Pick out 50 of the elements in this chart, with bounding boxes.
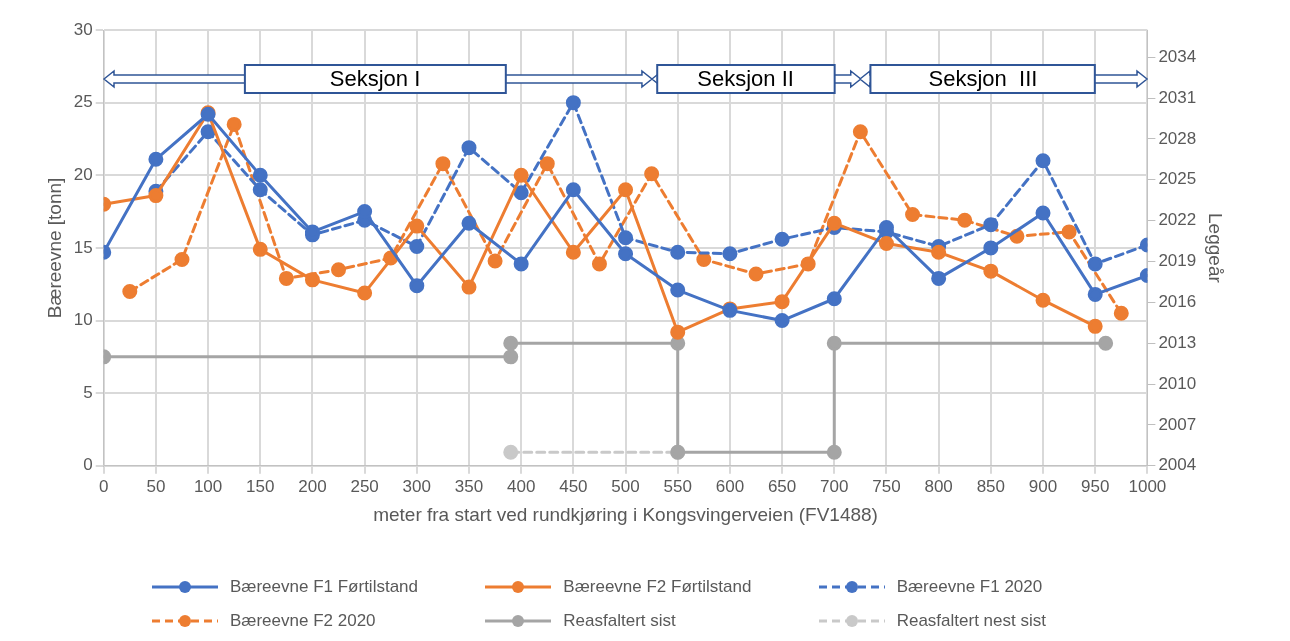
y2-tick-label: 2016: [1158, 292, 1197, 312]
x-tick-label: 0: [98, 476, 109, 496]
x-tick-label: 750: [872, 476, 901, 496]
x-tick-label: 150: [246, 476, 275, 496]
x-tick-label: 450: [559, 476, 588, 496]
annotation: Seksjon I: [244, 64, 506, 95]
x-tick-label: 950: [1081, 476, 1110, 496]
x-tick-label: 1000: [1128, 476, 1167, 496]
x-tick-label: 500: [611, 476, 640, 496]
x-tick-label: 850: [976, 476, 1006, 496]
y2-tick-label: 2025: [1158, 169, 1197, 189]
x-tick-label: 650: [767, 476, 797, 496]
y-tick-label: 10: [73, 310, 93, 330]
legend-label: Bæreevne F2 Førtilstand: [563, 577, 752, 597]
x-tick-label: 900: [1028, 476, 1058, 496]
x-tick-label: 350: [454, 476, 484, 496]
legend-label: Bæreevne F1 Førtilstand: [230, 577, 419, 597]
annotation: Seksjon III: [870, 64, 1096, 95]
x-tick-label: 700: [820, 476, 849, 496]
legend-label: Bæreevne F1 2020: [896, 577, 1043, 597]
x-tick-label: 100: [193, 476, 223, 496]
y-tick-label: 20: [73, 164, 93, 184]
y-tick-label: 15: [73, 237, 93, 257]
y2-tick-label: 2010: [1158, 373, 1197, 393]
y-tick-label: 30: [73, 19, 93, 39]
x-tick-label: 50: [146, 476, 166, 496]
y-tick-label: 25: [73, 92, 93, 112]
x-tick-label: 300: [402, 476, 431, 496]
x-tick-label: 400: [506, 476, 536, 496]
y2-tick-label: 2004: [1158, 455, 1197, 475]
x-tick-label: 250: [350, 476, 379, 496]
y2-tick-label: 2019: [1158, 251, 1197, 271]
y2-tick-label: 2028: [1158, 128, 1197, 148]
y2-axis-title: Leggeår: [1205, 213, 1227, 284]
legend-label: Reasfaltert sist: [563, 611, 676, 631]
y-tick-label: 0: [83, 455, 93, 475]
y2-tick-label: 2031: [1158, 87, 1197, 107]
x-tick-label: 550: [663, 476, 692, 496]
x-tick-label: 800: [924, 476, 953, 496]
x-tick-label: 600: [715, 476, 745, 496]
legend-label: Bæreevne F2 2020: [230, 611, 376, 631]
x-tick-label: 200: [298, 476, 327, 496]
y2-tick-label: 2034: [1158, 46, 1197, 66]
y-axis-title: Bæreevne [tonn]: [43, 177, 65, 319]
y-tick-label: 5: [83, 382, 93, 402]
y2-tick-label: 2022: [1158, 210, 1197, 230]
x-axis-title: meter fra start ved rundkjøring i Kongsvingerveien (FV1488): [373, 503, 878, 525]
y2-tick-label: 2013: [1158, 332, 1197, 352]
y2-tick-label: 2007: [1158, 414, 1197, 434]
legend-label: Reasfaltert nest sist: [896, 611, 1046, 631]
